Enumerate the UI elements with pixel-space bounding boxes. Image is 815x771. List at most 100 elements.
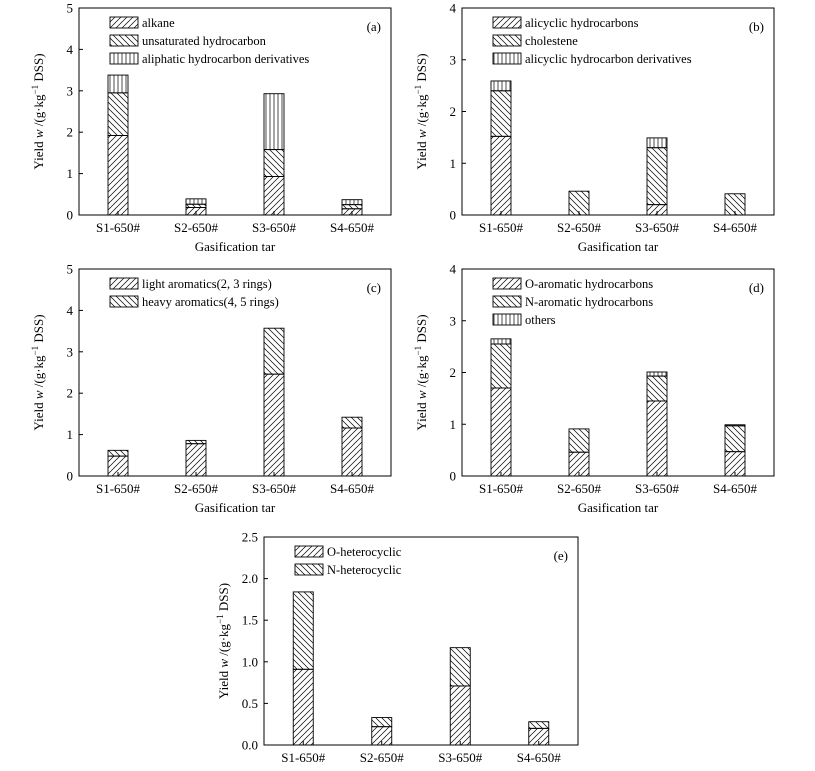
- x-tick-label: S3-650#: [635, 220, 680, 235]
- y-tick-label: 4: [450, 1, 457, 16]
- bar-segment-light-aromatics-2-3-rings-: [263, 373, 285, 477]
- chart-panel-1: 0 1 2 3 4 5 S1-650# S2-650# S3-650# S4-650# alkane…: [30, 1, 392, 254]
- bar-segment-heavy-aromatics-4-5-rings-: [341, 416, 363, 429]
- legend-swatch: [492, 295, 522, 308]
- bar-segment-aliphatic-hydrocarbon-derivatives: [263, 93, 285, 151]
- y-tick-label: 2.5: [242, 530, 258, 545]
- y-tick-label: 3: [67, 83, 74, 98]
- panel-label: (d): [749, 280, 764, 295]
- bar-segment-o-heterocyclic: [449, 685, 471, 746]
- chart-panel-5: 0.0 0.5 1.0 1.5 2.0 2.5 S1-650# S2-650# S3-650# S…: [215, 530, 579, 765]
- chart-panel-4: 0 1 2 3 4 S1-650# S2-650# S3-650# S4-650# O-aroma…: [413, 262, 775, 515]
- x-tick-label: S1-650#: [479, 220, 524, 235]
- bar-segment-light-aromatics-2-3-rings-: [185, 443, 207, 477]
- legend-label: O-aromatic hydrocarbons: [525, 277, 653, 291]
- bar-segment-o-aromatic-hydrocarbons: [724, 451, 746, 477]
- x-tick-label: S3-650#: [438, 750, 483, 765]
- y-tick-label: 0: [67, 469, 74, 484]
- y-tick-label: 4: [67, 303, 74, 318]
- y-tick-label: 0.0: [242, 738, 258, 753]
- bar-segment-others: [490, 338, 512, 345]
- bar-segment-o-heterocyclic: [371, 726, 393, 746]
- y-tick-label: 5: [67, 262, 74, 277]
- panel-label: (e): [554, 548, 568, 563]
- y-tick-label: 2: [450, 104, 457, 119]
- bar-segment-aliphatic-hydrocarbon-derivatives: [341, 199, 363, 206]
- y-tick-label: 1: [450, 156, 457, 171]
- x-tick-label: S3-650#: [252, 481, 297, 496]
- legend-label: alkane: [142, 16, 175, 30]
- bar-segment-n-heterocyclic: [449, 647, 471, 687]
- bar-segment-heavy-aromatics-4-5-rings-: [263, 327, 285, 375]
- plot-frame: [78, 7, 392, 216]
- y-tick-label: 4: [450, 262, 457, 277]
- bar-segment-light-aromatics-2-3-rings-: [341, 427, 363, 477]
- legend-label: N-aromatic hydrocarbons: [525, 295, 653, 309]
- legend-label: light aromatics(2, 3 rings): [142, 277, 272, 291]
- chart-panels: 0 1 2 3 4 5 S1-650# S2-650# S3-650# S4-650# alkane…: [30, 1, 775, 765]
- legend-swatch: [492, 52, 522, 65]
- legend-label: others: [525, 313, 556, 327]
- y-tick-label: 5: [67, 1, 74, 16]
- bar-segment-alkane: [263, 176, 285, 216]
- x-tick-label: S3-650#: [252, 220, 297, 235]
- bar-segment-alicyclic-hydrocarbon-derivatives: [490, 80, 512, 92]
- bar-segment-aliphatic-hydrocarbon-derivatives: [185, 198, 207, 205]
- bar-segment-alicyclic-hydrocarbon-derivatives: [646, 137, 668, 149]
- legend-swatch: [492, 34, 522, 47]
- bar-segment-n-aromatic-hydrocarbons: [724, 425, 746, 453]
- bar-segment-others: [646, 371, 668, 377]
- legend-swatch: [294, 545, 324, 558]
- x-tick-label: S1-650#: [96, 220, 141, 235]
- bar-segment-n-aromatic-hydrocarbons: [568, 428, 590, 453]
- legend-swatch: [294, 563, 324, 576]
- x-tick-label: S4-650#: [713, 220, 758, 235]
- x-tick-label: S1-650#: [479, 481, 524, 496]
- y-tick-label: 3: [450, 313, 457, 328]
- bar-segment-o-aromatic-hydrocarbons: [568, 451, 590, 477]
- bar-segment-alkane: [185, 207, 207, 216]
- x-axis-title: Gasification tar: [578, 500, 659, 515]
- bar-segment-o-aromatic-hydrocarbons: [490, 387, 512, 477]
- bar-segment-unsaturated-hydrocarbon: [185, 203, 207, 208]
- bar-segment-alkane: [107, 135, 129, 216]
- x-axis-title: Gasification tar: [578, 239, 659, 254]
- legend-label: unsaturated hydrocarbon: [142, 34, 267, 48]
- y-tick-label: 0: [450, 469, 457, 484]
- legend-label: aliphatic hydrocarbon derivatives: [142, 52, 309, 66]
- x-tick-label: S4-650#: [713, 481, 758, 496]
- y-tick-label: 1: [450, 417, 457, 432]
- bar-segment-o-heterocyclic: [292, 668, 314, 746]
- x-tick-label: S2-650#: [174, 481, 219, 496]
- y-tick-label: 0: [450, 208, 457, 223]
- x-tick-label: S1-650#: [281, 750, 326, 765]
- bar-segment-n-aromatic-hydrocarbons: [646, 375, 668, 402]
- bar-segment-unsaturated-hydrocarbon: [107, 92, 129, 136]
- y-tick-label: 2: [67, 386, 74, 401]
- x-tick-label: S1-650#: [96, 481, 141, 496]
- legend-label: N-heterocyclic: [327, 563, 402, 577]
- x-tick-label: S3-650#: [635, 481, 680, 496]
- legend-swatch: [492, 16, 522, 29]
- legend-swatch: [109, 16, 139, 29]
- x-tick-label: S4-650#: [517, 750, 562, 765]
- bar-segment-cholestene: [724, 193, 746, 216]
- legend-label: alicyclic hydrocarbons: [525, 16, 639, 30]
- bar-segment-light-aromatics-2-3-rings-: [107, 455, 129, 477]
- legend-label: heavy aromatics(4, 5 rings): [142, 295, 279, 309]
- y-tick-label: 2: [450, 365, 457, 380]
- y-tick-label: 0.5: [242, 696, 258, 711]
- bar-segment-others: [724, 424, 746, 427]
- bar-segment-n-heterocyclic: [528, 721, 550, 729]
- legend-swatch: [492, 313, 522, 326]
- bar-segment-alkane: [341, 208, 363, 216]
- y-tick-label: 1: [67, 427, 74, 442]
- y-tick-label: 4: [67, 42, 74, 57]
- plot-frame: [263, 536, 579, 746]
- x-tick-label: S4-650#: [330, 220, 375, 235]
- y-axis-title: Yield w /(g·kg−1 DSS): [413, 53, 429, 169]
- bar-segment-unsaturated-hydrocarbon: [263, 149, 285, 177]
- plot-frame: [78, 268, 392, 477]
- bar-segment-alicyclic-hydrocarbons: [646, 204, 668, 216]
- chart-panel-3: 0 1 2 3 4 5 S1-650# S2-650# S3-650# S4-650# light …: [30, 262, 392, 515]
